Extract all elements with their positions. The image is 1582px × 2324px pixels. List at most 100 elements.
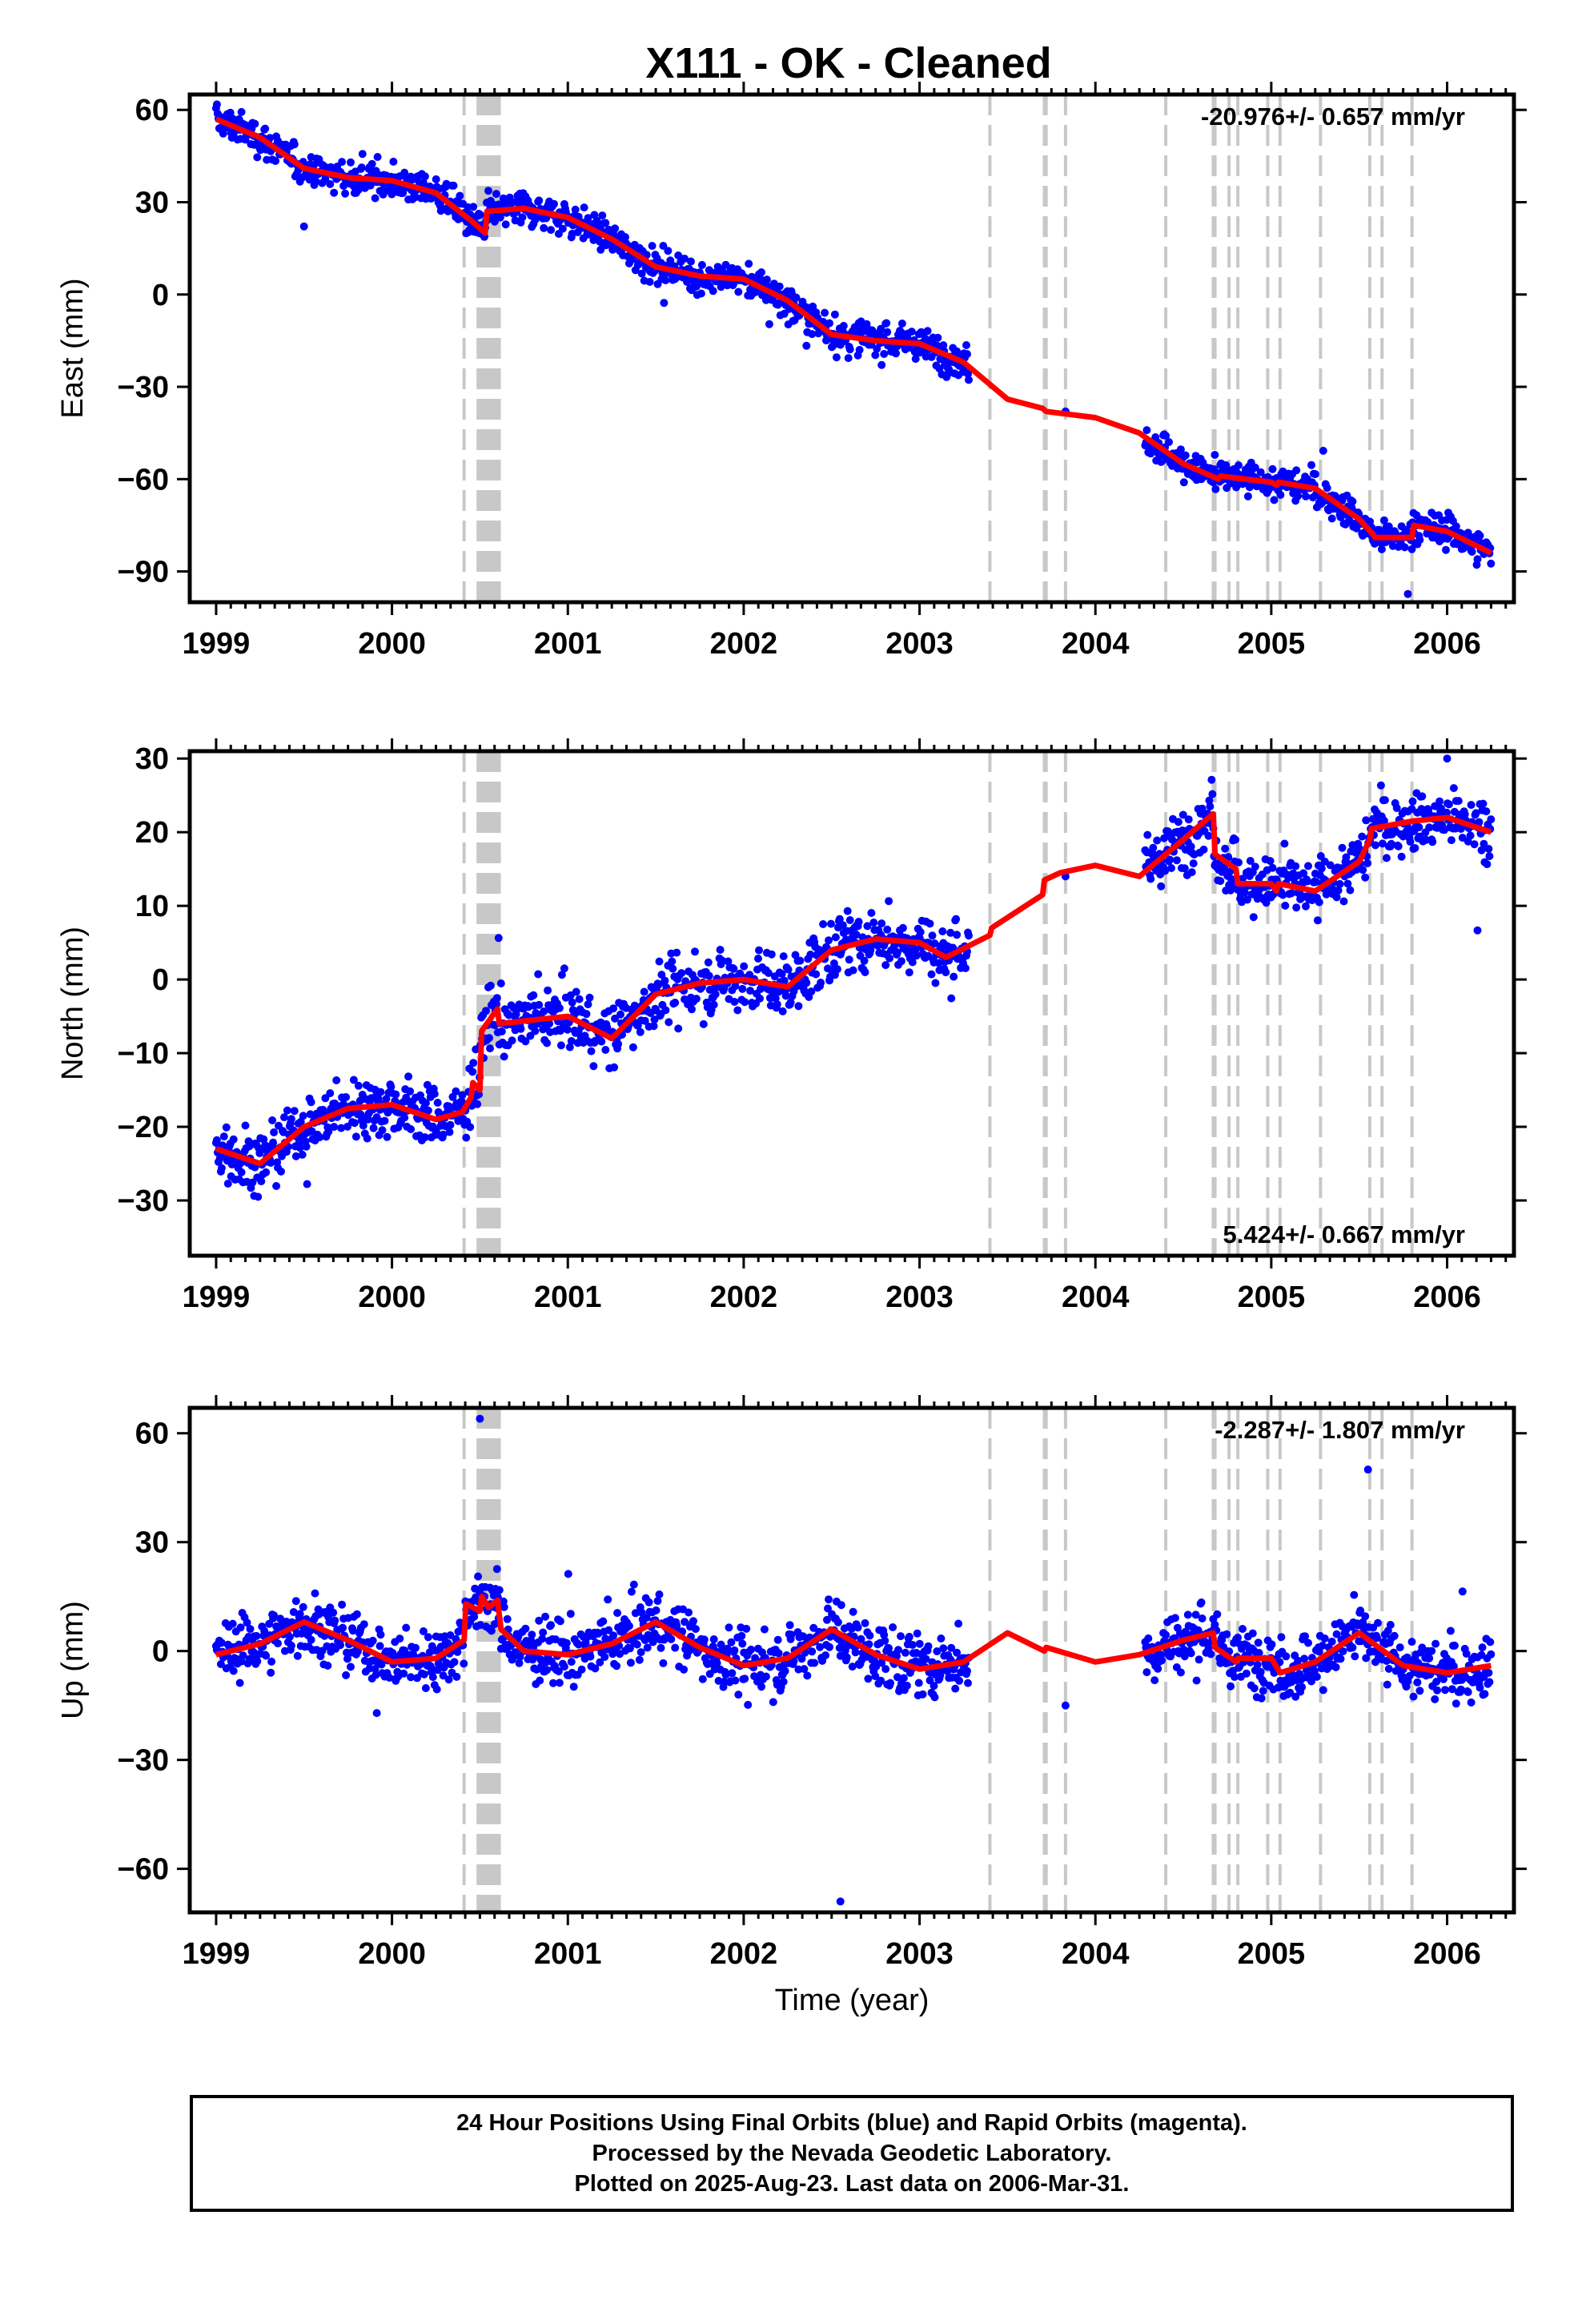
data-point — [485, 1034, 493, 1043]
data-point — [251, 119, 259, 128]
data-point — [1286, 1688, 1295, 1697]
data-point — [1268, 464, 1277, 473]
data-point — [547, 226, 556, 235]
data-point — [1213, 1610, 1222, 1618]
data-point — [1204, 831, 1213, 840]
data-point — [687, 257, 695, 266]
data-point — [280, 1113, 288, 1122]
data-point — [216, 1660, 225, 1668]
data-point — [219, 129, 227, 138]
data-point — [1216, 877, 1225, 886]
data-point — [849, 966, 857, 975]
x-tick-label: 1999 — [183, 1937, 251, 1971]
data-point — [347, 1663, 355, 1671]
data-point — [837, 1601, 845, 1610]
data-point — [498, 1634, 507, 1643]
data-point — [382, 1095, 391, 1104]
data-point — [1380, 796, 1389, 805]
data-point — [1446, 1626, 1455, 1635]
data-point — [1406, 838, 1415, 846]
data-point — [877, 919, 886, 928]
data-point — [1479, 799, 1488, 808]
data-point — [1192, 1676, 1201, 1685]
data-point — [601, 219, 610, 227]
y-axis-label: North (mm) — [56, 927, 90, 1080]
data-point — [844, 354, 853, 363]
data-point — [1431, 1639, 1440, 1648]
data-point — [536, 1676, 544, 1685]
data-point — [387, 1083, 396, 1092]
data-point — [1383, 1680, 1391, 1689]
data-point — [468, 1068, 477, 1076]
data-point — [271, 157, 280, 165]
data-point — [557, 971, 566, 979]
data-point — [946, 928, 955, 937]
data-point — [800, 1665, 809, 1674]
data-point — [851, 1648, 860, 1657]
data-point — [1304, 1638, 1312, 1647]
data-point — [236, 1623, 245, 1632]
data-point — [861, 968, 869, 976]
data-point — [272, 1182, 281, 1190]
data-point — [1294, 1656, 1303, 1665]
data-point — [1206, 802, 1215, 810]
data-point — [466, 1123, 475, 1132]
data-point — [580, 203, 588, 212]
data-point — [330, 188, 339, 197]
data-point — [1157, 882, 1166, 891]
data-point — [1403, 589, 1412, 598]
data-point — [769, 1698, 777, 1707]
x-tick-label: 2004 — [1062, 1937, 1130, 1971]
model-curve — [215, 116, 1492, 556]
data-point — [630, 1001, 639, 1010]
y-axis: 60 30 0 −30 −60 — [118, 1417, 1527, 1887]
data-point — [591, 1664, 600, 1673]
data-point — [738, 984, 747, 993]
data-point — [885, 897, 893, 906]
data-point — [964, 1679, 972, 1687]
data-point — [421, 1684, 430, 1692]
data-point — [1231, 835, 1240, 844]
data-point — [1484, 845, 1493, 853]
data-point — [252, 1631, 261, 1640]
data-point — [778, 1007, 787, 1015]
data-point — [845, 916, 854, 924]
data-point — [835, 915, 844, 923]
y-tick-label: 0 — [152, 963, 169, 997]
data-point — [400, 168, 409, 177]
data-point — [1061, 1701, 1070, 1710]
data-point — [285, 1633, 294, 1641]
x-tick-label: 1999 — [183, 627, 251, 661]
data-point — [848, 1663, 857, 1671]
data-point — [1415, 823, 1423, 831]
x-tick-label: 2002 — [710, 1937, 778, 1971]
data-point — [450, 1658, 459, 1667]
y-tick-label: 60 — [135, 1417, 169, 1451]
data-points — [211, 754, 1496, 1201]
data-point — [407, 1125, 416, 1133]
data-point — [1363, 1466, 1372, 1474]
data-point — [482, 1007, 490, 1015]
data-point — [688, 1005, 696, 1014]
data-point — [1198, 804, 1207, 813]
data-point — [1339, 1647, 1347, 1655]
data-point — [1320, 1634, 1329, 1642]
data-point — [371, 194, 379, 203]
data-point — [1150, 1676, 1159, 1685]
data-point — [1234, 1633, 1242, 1642]
data-point — [616, 1010, 624, 1019]
data-point — [683, 278, 692, 286]
data-point — [1251, 862, 1259, 871]
x-tick-label: 2004 — [1062, 1281, 1130, 1314]
data-point — [584, 214, 592, 223]
data-point — [492, 190, 500, 199]
x-tick-label: 2002 — [710, 1281, 778, 1314]
data-point — [883, 925, 892, 934]
data-point — [1425, 1654, 1434, 1663]
x-tick-label: 2006 — [1413, 1281, 1481, 1314]
data-point — [433, 1666, 442, 1675]
data-point — [338, 1600, 347, 1609]
data-point — [613, 1609, 622, 1618]
data-point — [246, 1625, 255, 1634]
y-tick-label: −90 — [118, 556, 169, 589]
